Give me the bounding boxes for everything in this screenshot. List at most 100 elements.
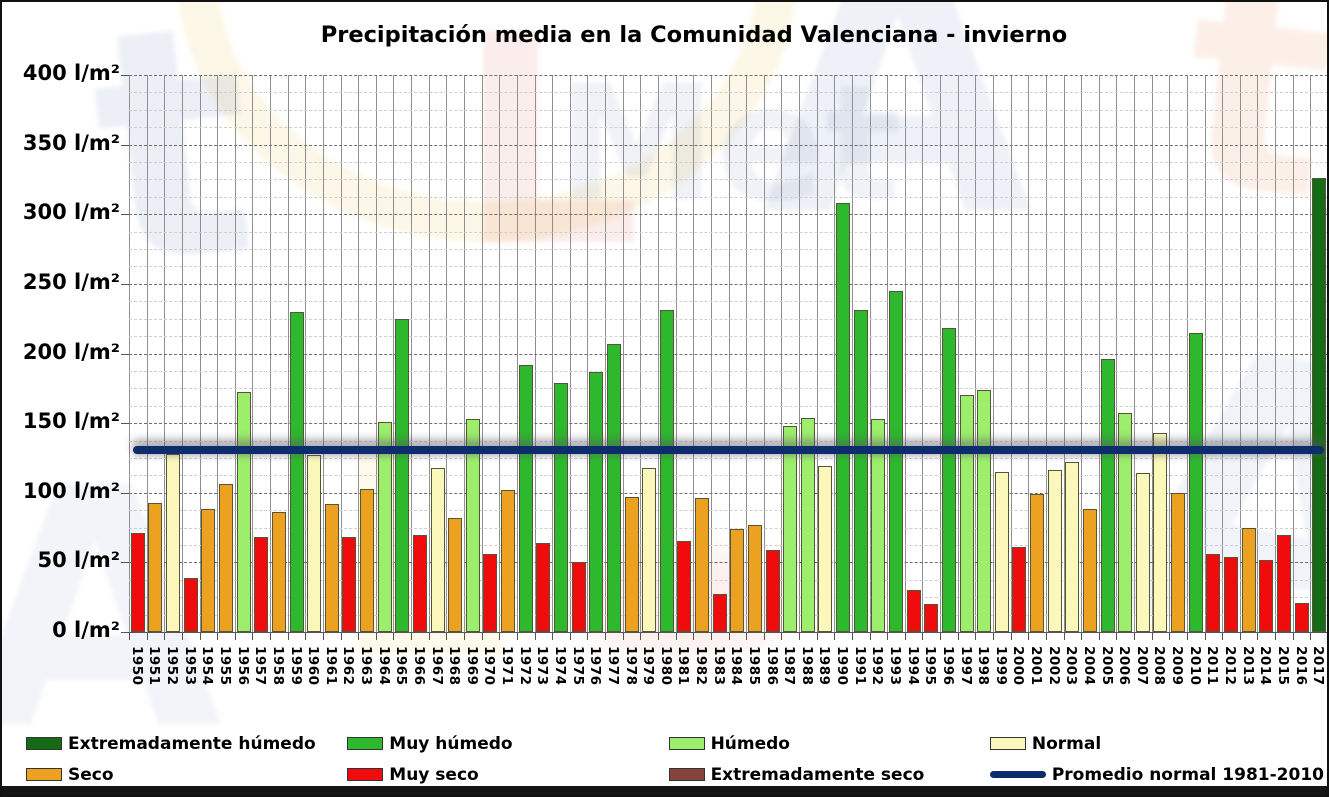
x-axis-tick — [146, 633, 148, 640]
legend-label: Normal — [1031, 733, 1102, 754]
y-axis-tick — [121, 283, 129, 285]
x-axis-label: 2000 — [1010, 646, 1027, 686]
x-axis-label: 1979 — [640, 646, 657, 686]
x-axis-tick — [569, 633, 571, 640]
x-axis-tick — [657, 633, 659, 640]
x-axis-tick — [1222, 633, 1224, 640]
x-axis-tick — [587, 633, 589, 640]
y-axis-tick — [121, 75, 129, 76]
x-axis-tick — [358, 633, 360, 640]
x-axis-label: 1994 — [904, 646, 921, 686]
x-axis-tick — [270, 633, 272, 640]
x-axis-label: 1989 — [816, 646, 833, 686]
legend-item: Extremadamente seco — [668, 764, 990, 785]
x-axis-label: 1974 — [551, 646, 568, 686]
x-axis-tick — [181, 633, 183, 640]
y-axis-label: 150 l/m² — [22, 409, 120, 434]
x-axis-label: 1985 — [745, 646, 762, 686]
x-axis-tick — [940, 633, 942, 640]
bar-1958 — [271, 512, 286, 632]
x-axis-label: 1960 — [305, 646, 322, 686]
bar-1950 — [130, 533, 145, 632]
minor-gridline — [129, 266, 1327, 268]
bar-1954 — [201, 509, 216, 632]
bar-1983 — [712, 594, 727, 632]
x-axis-label: 1976 — [587, 646, 604, 686]
x-axis-label: 2004 — [1080, 646, 1097, 686]
legend-color-swatch — [989, 737, 1026, 750]
x-axis-tick — [622, 633, 624, 640]
x-axis-label: 2016 — [1292, 646, 1309, 686]
x-axis-label: 1970 — [481, 646, 498, 686]
x-axis-tick — [605, 633, 607, 640]
y-axis-tick — [121, 144, 129, 146]
x-axis-label: 1963 — [358, 646, 375, 686]
x-axis-tick — [693, 633, 695, 640]
y-axis-tick — [121, 492, 129, 494]
x-axis-tick — [1151, 633, 1153, 640]
x-axis-label: 2007 — [1133, 646, 1150, 686]
legend-color-swatch — [668, 768, 705, 781]
x-axis-line — [129, 632, 1327, 633]
bar-2017 — [1312, 178, 1327, 632]
bar-1994 — [906, 590, 921, 632]
legend-color-swatch — [26, 737, 62, 750]
x-axis-label: 1954 — [199, 646, 216, 686]
x-axis-tick — [675, 633, 677, 640]
chart-title: Precipitación media en la Comunidad Vale… — [320, 22, 1068, 48]
x-axis-label: 1969 — [463, 646, 480, 686]
minor-gridline — [129, 370, 1327, 372]
x-axis-label: 1971 — [499, 646, 516, 686]
x-axis-label: 1964 — [375, 646, 392, 686]
bar-1969 — [465, 418, 480, 632]
bar-1997 — [959, 395, 974, 632]
minor-gridline — [129, 614, 1327, 616]
x-axis-label: 1991 — [851, 646, 868, 686]
bar-1964 — [377, 421, 392, 632]
x-axis-label: 1958 — [269, 646, 286, 686]
x-axis-tick — [464, 633, 465, 640]
legend-label: Muy húmedo — [389, 733, 513, 754]
legend-label: Extremadamente seco — [710, 764, 925, 785]
minor-gridline — [129, 544, 1327, 546]
x-axis-label: 1978 — [622, 646, 639, 686]
minor-gridline — [129, 527, 1327, 529]
bar-2001 — [1030, 494, 1045, 632]
x-axis-tick — [1257, 633, 1259, 640]
x-axis-label: 1983 — [710, 646, 727, 686]
bar-1962 — [342, 537, 357, 632]
legend-label: Promedio normal 1981-2010 — [1051, 764, 1324, 785]
major-gridline — [129, 562, 1327, 564]
x-axis-label: 1957 — [252, 646, 269, 686]
x-axis-label: 1956 — [234, 646, 251, 686]
x-axis-label: 2013 — [1239, 646, 1256, 686]
x-axis-tick — [834, 633, 836, 640]
bar-1970 — [483, 554, 498, 632]
y-axis-label: 250 l/m² — [22, 269, 120, 294]
x-axis-tick — [552, 633, 554, 640]
bar-1990 — [836, 203, 851, 632]
x-axis-tick — [1028, 633, 1030, 640]
x-axis-tick — [499, 633, 501, 640]
x-axis-label: 1959 — [287, 646, 304, 686]
x-axis-label: 1966 — [410, 646, 427, 686]
x-axis-tick — [340, 633, 342, 640]
x-axis-tick — [640, 633, 642, 640]
major-gridline — [129, 423, 1327, 425]
bar-2009 — [1171, 492, 1186, 632]
bar-1966 — [412, 534, 427, 632]
x-axis-label: 1996 — [939, 646, 956, 686]
bar-1968 — [448, 517, 463, 632]
bar-1953 — [183, 577, 198, 632]
y-axis-label: 200 l/m² — [22, 339, 120, 364]
x-axis-tick — [1204, 633, 1206, 640]
x-axis-tick — [1275, 633, 1277, 640]
x-axis-tick — [481, 633, 483, 640]
x-axis-label: 1968 — [446, 646, 463, 686]
minor-gridline — [129, 405, 1327, 407]
x-axis-label: 1998 — [975, 646, 992, 686]
legend-item: Extremadamente húmedo — [26, 734, 347, 754]
x-axis-tick — [305, 633, 307, 640]
bar-2004 — [1082, 509, 1097, 632]
bar-1976 — [589, 371, 604, 632]
